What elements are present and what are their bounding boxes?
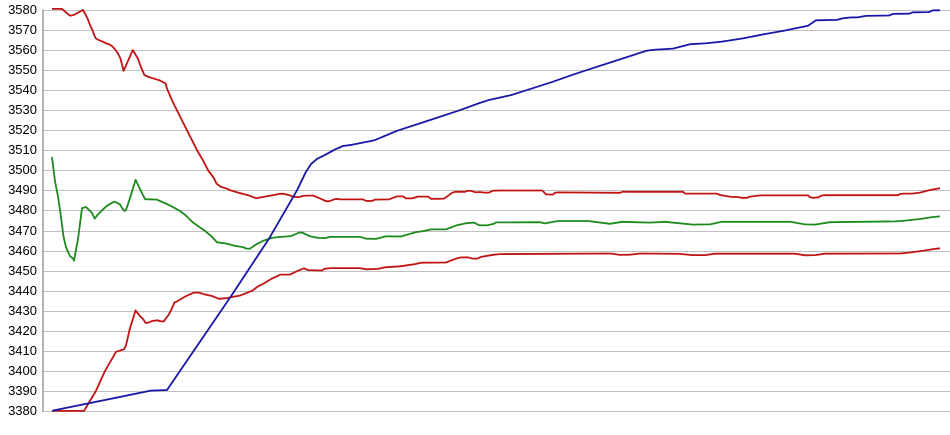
- svg-text:3420: 3420: [8, 323, 37, 338]
- svg-text:3570: 3570: [8, 22, 37, 37]
- svg-text:3550: 3550: [8, 62, 37, 77]
- svg-text:3450: 3450: [8, 263, 37, 278]
- svg-text:3540: 3540: [8, 82, 37, 97]
- svg-text:3400: 3400: [8, 363, 37, 378]
- svg-text:3470: 3470: [8, 223, 37, 238]
- svg-text:3460: 3460: [8, 243, 37, 258]
- svg-text:3510: 3510: [8, 142, 37, 157]
- svg-text:3580: 3580: [8, 2, 37, 17]
- svg-text:3410: 3410: [8, 343, 37, 358]
- svg-text:3490: 3490: [8, 182, 37, 197]
- svg-text:3560: 3560: [8, 42, 37, 57]
- svg-text:3440: 3440: [8, 283, 37, 298]
- svg-text:3480: 3480: [8, 202, 37, 217]
- svg-text:3520: 3520: [8, 122, 37, 137]
- svg-text:3500: 3500: [8, 162, 37, 177]
- svg-text:3390: 3390: [8, 383, 37, 398]
- svg-text:3530: 3530: [8, 102, 37, 117]
- svg-text:3430: 3430: [8, 303, 37, 318]
- svg-text:3380: 3380: [8, 403, 37, 418]
